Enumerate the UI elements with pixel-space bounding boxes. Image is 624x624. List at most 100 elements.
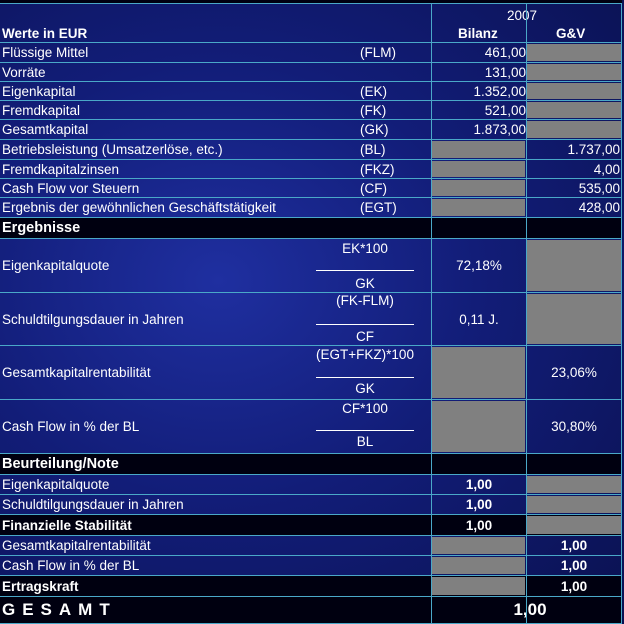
bilanz-value: 72,18% [456, 258, 502, 273]
guv-value: 428,00 [578, 200, 620, 215]
column-divider [431, 4, 432, 623]
row-label: Eigenkapital [2, 83, 76, 99]
section-beurteilung: Beurteilung/Note [0, 454, 622, 475]
col-bilanz-header: Bilanz [458, 25, 498, 41]
fraction-bar [316, 324, 414, 325]
formula-numerator: (EGT+FKZ)*100 [316, 347, 414, 362]
formula-denominator: BL [356, 434, 374, 449]
subtotal-row: Ertragskraft 1,00 [0, 576, 622, 597]
input-row: Fremdkapitalzinsen (FKZ) 4,00 [0, 160, 622, 179]
formula-denominator: CF [356, 329, 374, 344]
bilanz-grade: 1,00 [465, 477, 493, 492]
total-label: GESAMT [2, 600, 117, 619]
formula-numerator: EK*100 [342, 241, 388, 256]
guv-grade: 1,00 [560, 578, 588, 594]
row-label: Vorräte [2, 64, 46, 80]
guv-grade: 1,00 [560, 558, 588, 573]
bilanz-grade: 1,00 [465, 517, 493, 533]
result-row: Eigenkapitalquote EK*100 GK 72,18% [0, 239, 622, 293]
grey-cell [527, 102, 621, 118]
input-row: Cash Flow vor Steuern (CF) 535,00 [0, 179, 622, 198]
row-abbr: (EK) [360, 83, 387, 99]
formula: CF*100 BL [316, 400, 414, 453]
input-row: Betriebsleistung (Umsatzerlöse, etc.) (B… [0, 140, 622, 160]
grade-row: Eigenkapitalquote 1,00 [0, 475, 622, 495]
guv-value: 23,06% [551, 365, 597, 380]
formula: (FK-FLM) CF [316, 293, 414, 345]
input-row: Eigenkapital (EK) 1.352,00 [0, 82, 622, 101]
row-label: Schuldtilgungsdauer in Jahren [2, 311, 184, 327]
grey-cell [527, 496, 621, 513]
formula: (EGT+FKZ)*100 GK [316, 346, 414, 399]
row-label: Fremdkapitalzinsen [2, 161, 120, 177]
grey-cell [527, 121, 621, 138]
input-row: Gesamtkapital (GK) 1.873,00 [0, 120, 622, 140]
row-label: Fremdkapital [2, 102, 81, 118]
bilanz-value: 461,00 [484, 45, 526, 60]
row-abbr: (GK) [360, 122, 389, 137]
result-row: Schuldtilgungsdauer in Jahren (FK-FLM) C… [0, 293, 622, 346]
grade-row: Gesamtkapitalrentabilität 1,00 [0, 536, 622, 556]
total-value: 1,00 [513, 600, 547, 619]
bilanz-grade: 1,00 [465, 497, 493, 512]
subtotal-row: Finanzielle Stabilität 1,00 [0, 515, 622, 536]
guv-value: 535,00 [578, 180, 620, 196]
grey-cell [432, 141, 525, 158]
guv-value: 30,80% [551, 419, 597, 434]
row-abbr: (CF) [360, 180, 387, 196]
grey-cell [432, 347, 525, 398]
row-label: Flüssige Mittel [2, 45, 89, 60]
grey-cell [527, 516, 621, 534]
grey-cell [527, 64, 621, 80]
bilanz-value: 0,11 J. [459, 311, 499, 327]
total-row: GESAMT 1,00 [0, 597, 622, 624]
grey-cell [432, 537, 525, 554]
row-abbr: (EGT) [360, 200, 397, 215]
fraction-bar [316, 270, 414, 271]
input-row: Ergebnis der gewöhnlichen Geschäftstätig… [0, 198, 622, 218]
column-divider [621, 4, 622, 623]
guv-value: 1.737,00 [567, 142, 620, 157]
guv-value: 4,00 [593, 161, 620, 177]
row-label: Finanzielle Stabilität [2, 517, 132, 533]
row-label: Cash Flow in % der BL [2, 558, 140, 573]
formula-denominator: GK [355, 276, 375, 291]
row-label: Ergebnis der gewöhnlichen Geschäftstätig… [2, 200, 276, 215]
grey-cell [432, 161, 525, 177]
bilanz-value: 1.873,00 [473, 122, 526, 137]
row-abbr: (FKZ) [360, 161, 395, 177]
fraction-bar [316, 430, 414, 431]
row-label: Eigenkapitalquote [2, 258, 110, 273]
grey-cell [432, 180, 525, 196]
row-label: Gesamtkapital [2, 122, 89, 137]
section-ergebnisse: Ergebnisse [0, 218, 622, 239]
row-label: Ertragskraft [2, 578, 79, 594]
input-row: Vorräte 131,00 [0, 63, 622, 82]
bilanz-value: 521,00 [484, 102, 526, 118]
bilanz-value: 131,00 [484, 64, 526, 80]
grey-cell [527, 44, 621, 61]
top-strip [0, 0, 622, 4]
grey-cell [432, 557, 525, 574]
formula-numerator: CF*100 [342, 401, 388, 416]
row-label: Betriebsleistung (Umsatzerlöse, etc.) [2, 142, 223, 157]
row-label: Schuldtilgungsdauer in Jahren [2, 497, 184, 512]
row-label: Gesamtkapitalrentabilität [2, 538, 151, 553]
bilanz-value: 1.352,00 [473, 83, 526, 99]
result-row: Gesamtkapitalrentabilität (EGT+FKZ)*100 … [0, 346, 622, 400]
formula-denominator: GK [355, 381, 375, 396]
fraction-bar [316, 377, 414, 378]
row-label: Cash Flow in % der BL [2, 419, 140, 434]
row-abbr: (FLM) [360, 45, 396, 60]
grey-cell [432, 199, 525, 216]
grade-row: Cash Flow in % der BL 1,00 [0, 556, 622, 576]
units-label: Werte in EUR [2, 25, 88, 41]
header-row: 2007 Werte in EUR Bilanz G&V [0, 4, 622, 43]
guv-grade: 1,00 [560, 538, 588, 553]
grey-cell [432, 401, 525, 452]
grey-cell [527, 476, 621, 493]
column-divider [526, 4, 527, 623]
input-row: Fremdkapital (FK) 521,00 [0, 101, 622, 120]
grey-cell [432, 577, 525, 595]
